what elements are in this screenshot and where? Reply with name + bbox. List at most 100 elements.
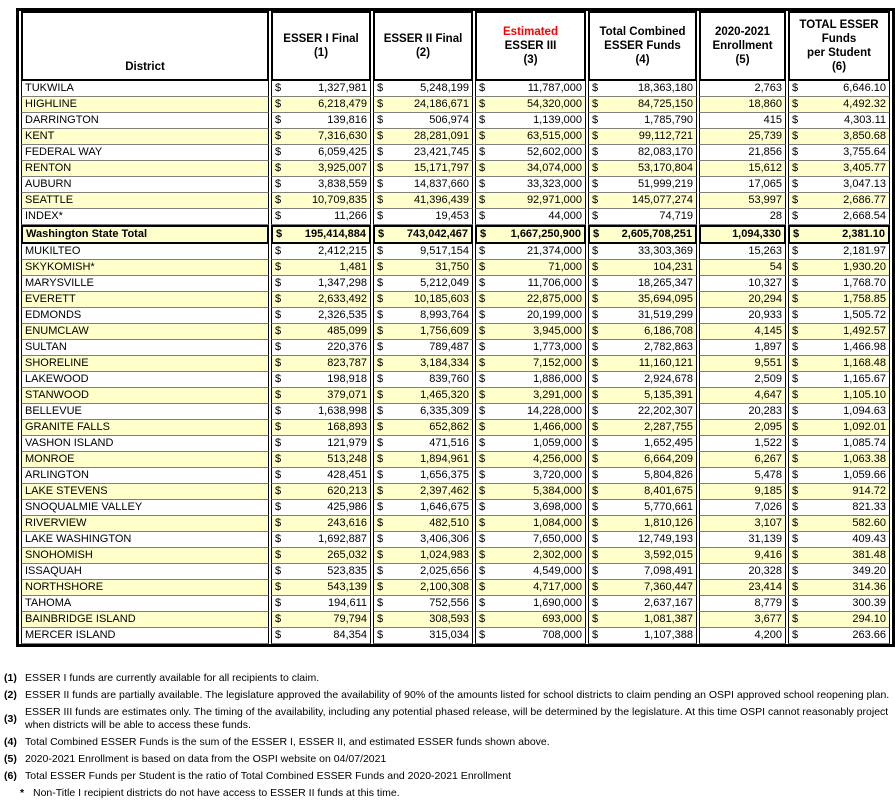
- dollar-sign: $: [377, 629, 384, 641]
- dollar-sign: $: [479, 309, 486, 321]
- enrollment-cell: 1,522: [699, 436, 786, 452]
- total-combined-cell-value: 6,186,708: [644, 325, 693, 337]
- per-student-cell: $2,381.10: [788, 225, 890, 244]
- per-student-cell: $409.43: [788, 532, 890, 548]
- footnote-label: (1): [4, 672, 17, 684]
- esser1-cell: $620,213: [271, 484, 371, 500]
- dollar-sign: $: [377, 405, 384, 417]
- enrollment-cell: 31,139: [699, 532, 786, 548]
- total-combined-cell-value: 33,303,369: [637, 245, 693, 257]
- esser1-cell: $523,835: [271, 564, 371, 580]
- esser2-cell: $752,556: [373, 596, 473, 612]
- dollar-sign: $: [275, 341, 282, 353]
- dollar-sign: $: [275, 421, 282, 433]
- total-combined-cell: $2,782,863: [588, 340, 697, 356]
- dollar-sign: $: [377, 162, 384, 174]
- esser1-cell: $823,787: [271, 356, 371, 372]
- dollar-sign: $: [377, 261, 384, 273]
- esser2-cell: $9,517,154: [373, 244, 473, 260]
- district-cell: BELLEVUE: [21, 404, 269, 420]
- dollar-sign: $: [479, 245, 486, 257]
- dollar-sign: $: [275, 549, 282, 561]
- total-combined-cell: $33,303,369: [588, 244, 697, 260]
- esser3-cell-value: 5,384,000: [533, 485, 582, 497]
- esser2-cell-value: 15,171,797: [413, 162, 469, 174]
- dollar-sign: $: [592, 194, 599, 206]
- dollar-sign: $: [479, 82, 486, 94]
- esser3-cell: $4,717,000: [475, 580, 586, 596]
- esser1-cell-value: 3,925,007: [318, 162, 367, 174]
- esser3-cell-value: 1,059,000: [533, 437, 582, 449]
- per-student-cell-value: 1,768.70: [843, 277, 886, 289]
- table-row: LAKE STEVENS $620,213 $2,397,462 $5,384,000…: [21, 484, 890, 500]
- footnote-label: (5): [4, 753, 17, 765]
- dollar-sign: $: [479, 277, 486, 289]
- dollar-sign: $: [275, 389, 282, 401]
- footnote-asterisk: * Non-Title I recipient districts do not …: [4, 787, 892, 800]
- dollar-sign: $: [480, 228, 487, 240]
- district-cell: SHORELINE: [21, 356, 269, 372]
- dollar-sign: $: [377, 565, 384, 577]
- enrollment-cell: 6,267: [699, 452, 786, 468]
- dollar-sign: $: [479, 325, 486, 337]
- dollar-sign: $: [592, 146, 599, 158]
- enrollment-cell: 1,094,330: [699, 225, 786, 244]
- enrollment-cell: 10,327: [699, 276, 786, 292]
- esser1-cell-value: 198,918: [327, 373, 367, 385]
- table-row: SHORELINE $823,787 $3,184,334 $7,152,000 $11…: [21, 356, 890, 372]
- esser1-cell: $6,059,425: [271, 145, 371, 161]
- total-combined-cell: $1,107,388: [588, 628, 697, 644]
- esser1-cell-value: 11,266: [334, 210, 367, 222]
- esser3-cell: $693,000: [475, 612, 586, 628]
- esser2-cell: $6,335,309: [373, 404, 473, 420]
- per-student-cell-value: 349.20: [852, 565, 886, 577]
- dollar-sign: $: [377, 178, 384, 190]
- dollar-sign: $: [792, 565, 799, 577]
- per-student-cell-value: 6,646.10: [843, 82, 886, 94]
- total-combined-cell: $1,081,387: [588, 612, 697, 628]
- per-student-cell: $1,168.48: [788, 356, 890, 372]
- dollar-sign: $: [792, 581, 799, 593]
- esser1-cell-value: 7,316,630: [318, 130, 367, 142]
- per-student-cell-value: 4,492.32: [843, 98, 886, 110]
- esser2-cell-value: 8,993,764: [420, 309, 469, 321]
- dollar-sign: $: [592, 629, 599, 641]
- dollar-sign: $: [592, 261, 599, 273]
- esser2-cell-value: 482,510: [429, 517, 469, 529]
- dollar-sign: $: [377, 581, 384, 593]
- esser1-cell: $220,376: [271, 340, 371, 356]
- footnote-label: (4): [4, 736, 17, 748]
- enrollment-cell: 20,933: [699, 308, 786, 324]
- esser3-cell-value: 7,152,000: [533, 357, 582, 369]
- table-row: ISSAQUAH $523,835 $2,025,656 $4,549,000 $7,0…: [21, 564, 890, 580]
- esser3-cell-value: 2,302,000: [533, 549, 582, 561]
- dollar-sign: $: [792, 277, 799, 289]
- table-row: STANWOOD $379,071 $1,465,320 $3,291,000 $5,1…: [21, 388, 890, 404]
- esser-funds-table: District ESSER I Final (1) ESSER II Final (2…: [16, 8, 895, 647]
- esser2-cell-value: 1,024,983: [420, 549, 469, 561]
- footnote-3: (3) ESSER III funds are estimates only. T…: [4, 706, 892, 732]
- esser2-cell: $482,510: [373, 516, 473, 532]
- esser1-cell-value: 428,451: [327, 469, 367, 481]
- dollar-sign: $: [592, 277, 599, 289]
- esser2-cell: $1,656,375: [373, 468, 473, 484]
- esser1-cell-value: 620,213: [327, 485, 367, 497]
- enrollment-cell: 17,065: [699, 177, 786, 193]
- dollar-sign: $: [792, 178, 799, 190]
- column-header-2: ESSER II Final (2): [373, 11, 473, 81]
- dollar-sign: $: [592, 178, 599, 190]
- district-cell: MARYSVILLE: [21, 276, 269, 292]
- total-combined-cell: $1,652,495: [588, 436, 697, 452]
- dollar-sign: $: [592, 549, 599, 561]
- dollar-sign: $: [377, 146, 384, 158]
- enrollment-cell: 9,185: [699, 484, 786, 500]
- column-header-1: ESSER I Final (1): [271, 11, 371, 81]
- dollar-sign: $: [479, 581, 486, 593]
- dollar-sign: $: [479, 533, 486, 545]
- total-combined-cell-value: 11,160,121: [638, 357, 693, 369]
- per-student-cell: $349.20: [788, 564, 890, 580]
- esser2-cell: $15,171,797: [373, 161, 473, 177]
- dollar-sign: $: [792, 517, 799, 529]
- header-line: Enrollment: [712, 40, 773, 52]
- esser2-cell-value: 1,646,675: [420, 501, 469, 513]
